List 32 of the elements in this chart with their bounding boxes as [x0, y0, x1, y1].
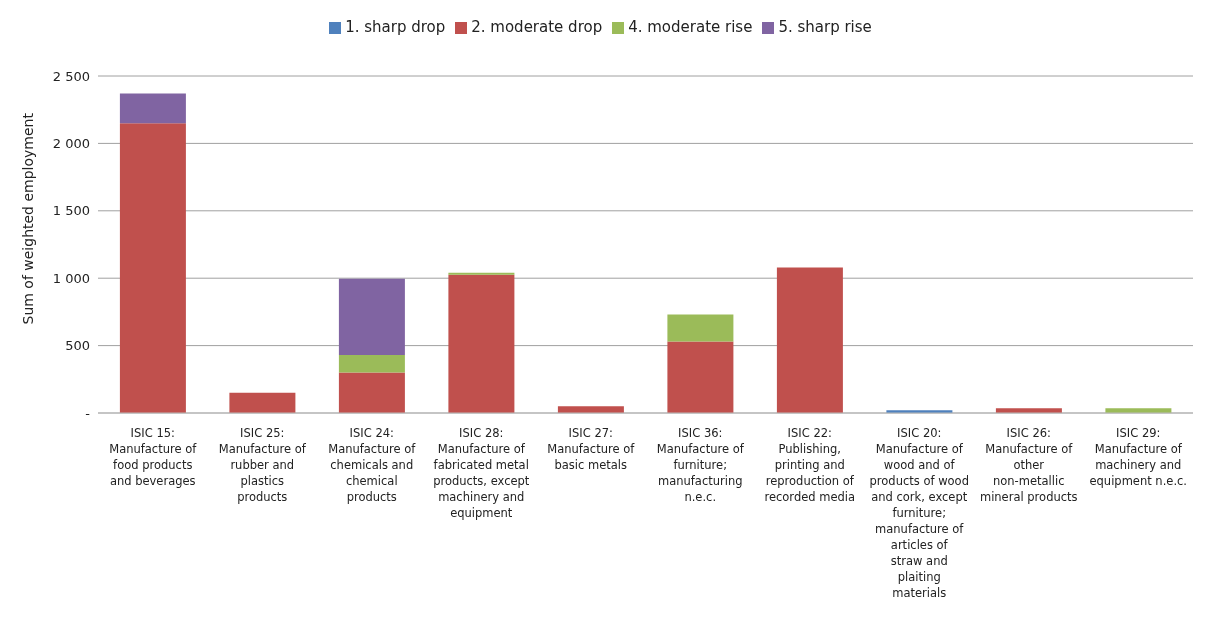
legend-label: 1. sharp drop [345, 18, 446, 36]
x-tick-label: ISIC 22: Publishing, printing and reproduction of recorded media [764, 426, 856, 504]
y-tick-label: 1 000 [52, 270, 90, 286]
bar [338, 355, 405, 373]
legend-label: 2. moderate drop [471, 18, 603, 36]
bar [448, 274, 515, 413]
y-tick-label: 1 500 [52, 203, 90, 219]
x-tick-label: ISIC 25: Manufacture of rubber and plastics products [218, 426, 307, 504]
bar [338, 372, 405, 413]
y-tick-label: 500 [65, 338, 90, 354]
bar [776, 267, 843, 413]
x-tick-label: ISIC 15: Manufacture of food products and beverages [109, 426, 198, 488]
bar [338, 278, 405, 356]
bar [667, 341, 734, 413]
x-tick-label: ISIC 24: Manufacture of chemicals and chemical products [328, 426, 417, 504]
x-tick-label: ISIC 28: Manufacture of fabricated metal products, except machinery and equipment [433, 426, 530, 520]
bar [119, 123, 186, 413]
category-label: ISIC 20: Manufacture of wood and of products of wood and cork, except furniture; manufacture of articles of straw and plaiting materials [869, 426, 969, 600]
y-axis-title: Sum of weighted employment [19, 112, 36, 325]
x-tick-label: ISIC 26: Manufacture of other non-metallic mineral products [979, 426, 1078, 504]
legend-label: 5. sharp rise [778, 18, 872, 36]
y-tick-label: 2 000 [52, 136, 90, 152]
x-tick-label: ISIC 36: Manufacture of furniture; manufacturing n.e.c. [656, 426, 745, 504]
x-tick-label: ISIC 27: Manufacture of basic metals [547, 426, 636, 472]
bar [667, 314, 734, 342]
bar [448, 272, 515, 275]
legend-label: 4. moderate rise [628, 18, 753, 36]
y-tick-label: - [85, 405, 91, 421]
y-tick-label: 2 500 [52, 68, 90, 84]
bar [229, 392, 296, 413]
bar [119, 93, 186, 124]
x-tick-label: ISIC 29: Manufacture of machinery and equipment n.e.c. [1089, 426, 1188, 488]
